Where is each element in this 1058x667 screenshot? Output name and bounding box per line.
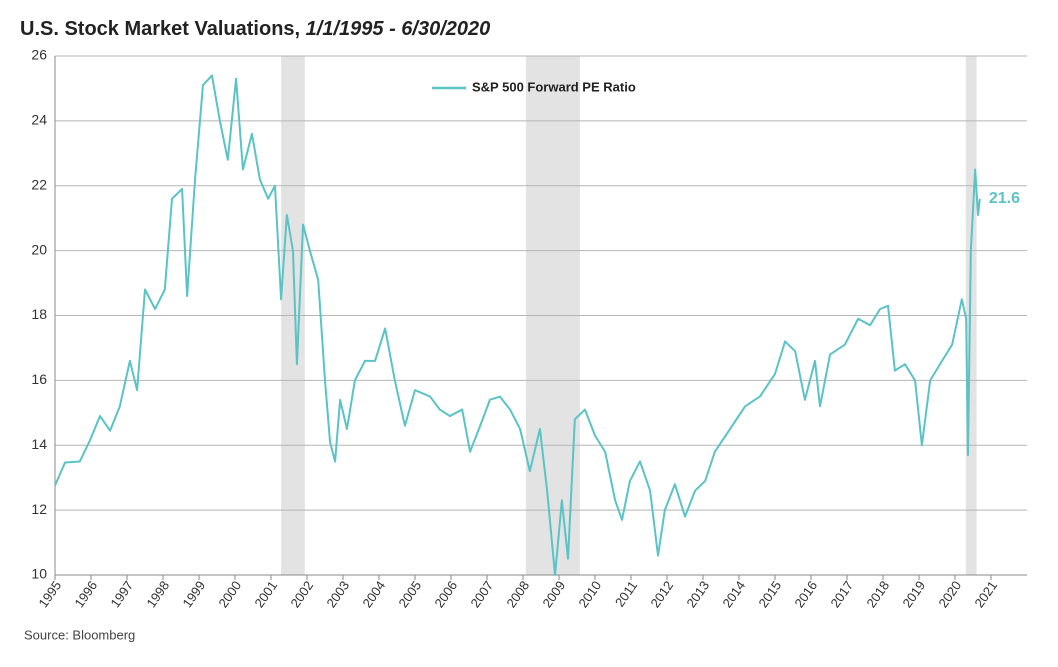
x-tick-label: 2003 xyxy=(323,578,352,610)
title-main: U.S. Stock Market Valuations, xyxy=(20,18,300,40)
chart-title: U.S. Stock Market Valuations, 1/1/1995 -… xyxy=(20,18,490,40)
source-note: Source: Bloomberg xyxy=(24,627,135,642)
x-tick-label: 2016 xyxy=(791,578,820,610)
x-tick-label: 1996 xyxy=(71,578,100,610)
x-tick-label: 1999 xyxy=(179,578,208,610)
x-tick-label: 1998 xyxy=(143,578,172,610)
x-tick-label: 1997 xyxy=(107,578,136,610)
x-tick-label: 1995 xyxy=(35,578,64,610)
end-value-label: 21.6 xyxy=(989,190,1020,207)
x-tick-label: 2005 xyxy=(395,578,424,610)
x-tick-label: 2014 xyxy=(719,578,748,610)
x-tick-label: 2006 xyxy=(431,578,460,610)
x-tick-label: 2019 xyxy=(899,578,928,610)
x-tick-label: 2021 xyxy=(971,578,1000,610)
x-tick-label: 2012 xyxy=(647,578,676,610)
x-tick-label: 2008 xyxy=(503,578,532,610)
x-tick-label: 2000 xyxy=(215,578,244,610)
legend-label: S&P 500 Forward PE Ratio xyxy=(472,79,636,94)
x-tick-label: 2002 xyxy=(287,578,316,610)
y-tick-label: 26 xyxy=(31,47,47,63)
x-tick-label: 2010 xyxy=(575,578,604,610)
y-tick-label: 10 xyxy=(31,566,47,582)
y-tick-label: 16 xyxy=(31,371,47,387)
y-tick-label: 20 xyxy=(31,241,47,257)
x-tick-label: 2007 xyxy=(467,578,496,610)
x-tick-label: 2015 xyxy=(755,578,784,610)
y-tick-label: 18 xyxy=(31,306,47,322)
x-tick-label: 2017 xyxy=(827,578,856,610)
x-tick-label: 2011 xyxy=(612,578,640,610)
y-tick-label: 22 xyxy=(31,176,47,192)
title-dates: 1/1/1995 - 6/30/2020 xyxy=(306,18,491,40)
x-tick-label: 2009 xyxy=(539,578,568,610)
x-tick-label: 2001 xyxy=(251,578,280,610)
x-tick-label: 2004 xyxy=(359,578,388,610)
data-line xyxy=(54,74,981,576)
y-tick-label: 14 xyxy=(31,436,47,452)
x-tick-label: 2018 xyxy=(863,578,892,610)
x-tick-label: 2020 xyxy=(935,578,964,610)
y-tick-label: 12 xyxy=(31,501,47,517)
x-tick-label: 2013 xyxy=(683,578,712,610)
y-tick-label: 24 xyxy=(31,112,47,128)
